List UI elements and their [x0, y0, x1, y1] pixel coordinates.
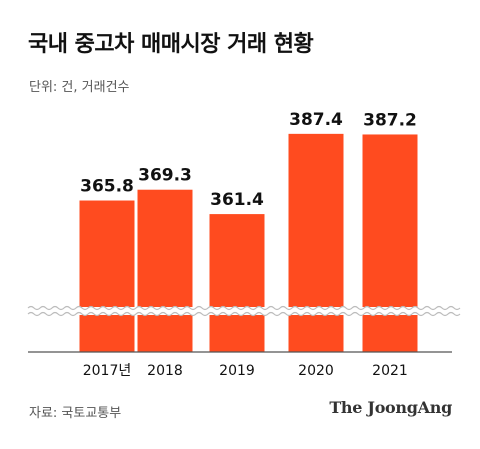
x-tick-label-2: 2019	[219, 363, 255, 379]
unit-label: 단위: 건, 거래건수	[29, 80, 130, 95]
bar-2	[209, 214, 265, 352]
x-tick-label-0: 2017년	[83, 363, 132, 379]
data-label-1: 369.3	[138, 166, 192, 186]
source-note: 자료: 국토교통부	[29, 406, 122, 421]
data-label-3: 387.4	[289, 110, 343, 130]
bar-0	[79, 200, 135, 352]
axis-break-line-top	[27, 305, 461, 311]
x-tick-label-1: 2018	[147, 363, 183, 379]
data-label-4: 387.2	[363, 110, 417, 130]
x-tick-label-4: 2021	[372, 363, 408, 379]
axis-break-gap	[20, 307, 460, 315]
bar-4	[362, 134, 418, 352]
data-label-2: 361.4	[210, 190, 264, 210]
data-label-0: 365.8	[80, 177, 134, 197]
bar-3	[288, 133, 344, 352]
chart-title: 국내 중고차 매매시장 거래 현황	[28, 32, 314, 57]
bar-1	[137, 189, 193, 352]
publisher-logo: The JoongAng	[329, 398, 452, 417]
x-tick-label-3: 2020	[298, 363, 334, 379]
axis-break-line-bottom	[27, 311, 461, 317]
